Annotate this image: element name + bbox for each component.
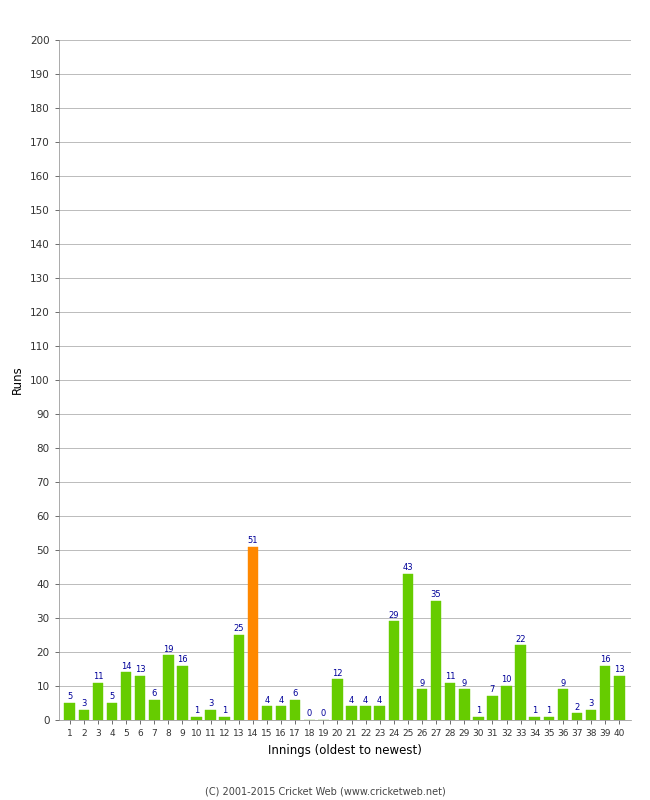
- Text: 9: 9: [462, 678, 467, 688]
- Bar: [614, 676, 625, 720]
- Text: 3: 3: [81, 699, 86, 708]
- Bar: [360, 706, 371, 720]
- Bar: [600, 666, 610, 720]
- Text: 3: 3: [208, 699, 213, 708]
- Text: 10: 10: [501, 675, 512, 684]
- Text: 43: 43: [402, 563, 413, 572]
- Text: 5: 5: [109, 692, 114, 702]
- Text: 16: 16: [600, 655, 610, 664]
- Text: 2: 2: [575, 702, 580, 711]
- Text: 7: 7: [489, 686, 495, 694]
- Bar: [233, 635, 244, 720]
- Text: 4: 4: [363, 696, 369, 705]
- Bar: [529, 717, 540, 720]
- Bar: [374, 706, 385, 720]
- Bar: [177, 666, 188, 720]
- Bar: [205, 710, 216, 720]
- Bar: [163, 655, 174, 720]
- Bar: [121, 672, 131, 720]
- Text: 4: 4: [278, 696, 284, 705]
- Bar: [501, 686, 512, 720]
- Bar: [558, 690, 568, 720]
- Bar: [107, 703, 117, 720]
- X-axis label: Innings (oldest to newest): Innings (oldest to newest): [268, 743, 421, 757]
- Text: 51: 51: [248, 536, 258, 545]
- Y-axis label: Runs: Runs: [11, 366, 24, 394]
- Bar: [402, 574, 413, 720]
- Text: 14: 14: [121, 662, 131, 670]
- Text: 19: 19: [163, 645, 174, 654]
- Bar: [473, 717, 484, 720]
- Bar: [543, 717, 554, 720]
- Text: 1: 1: [546, 706, 551, 715]
- Text: 4: 4: [349, 696, 354, 705]
- Text: 0: 0: [307, 710, 312, 718]
- Bar: [149, 699, 160, 720]
- Text: 4: 4: [377, 696, 382, 705]
- Bar: [135, 676, 146, 720]
- Text: 3: 3: [588, 699, 593, 708]
- Text: 11: 11: [93, 672, 103, 681]
- Text: 22: 22: [515, 634, 526, 643]
- Text: 9: 9: [419, 678, 424, 688]
- Bar: [572, 714, 582, 720]
- Bar: [191, 717, 202, 720]
- Bar: [445, 682, 456, 720]
- Bar: [389, 622, 399, 720]
- Text: 4: 4: [265, 696, 270, 705]
- Bar: [290, 699, 300, 720]
- Text: 6: 6: [151, 689, 157, 698]
- Text: 11: 11: [445, 672, 456, 681]
- Bar: [262, 706, 272, 720]
- Text: (C) 2001-2015 Cricket Web (www.cricketweb.net): (C) 2001-2015 Cricket Web (www.cricketwe…: [205, 786, 445, 796]
- Text: 13: 13: [135, 665, 146, 674]
- Bar: [586, 710, 596, 720]
- Text: 12: 12: [332, 669, 343, 678]
- Bar: [417, 690, 427, 720]
- Text: 16: 16: [177, 655, 188, 664]
- Bar: [64, 703, 75, 720]
- Text: 13: 13: [614, 665, 625, 674]
- Bar: [332, 679, 343, 720]
- Bar: [346, 706, 357, 720]
- Text: 1: 1: [222, 706, 227, 715]
- Text: 0: 0: [320, 710, 326, 718]
- Text: 5: 5: [67, 692, 72, 702]
- Bar: [431, 601, 441, 720]
- Bar: [487, 696, 498, 720]
- Text: 6: 6: [292, 689, 298, 698]
- Text: 35: 35: [431, 590, 441, 599]
- Text: 1: 1: [194, 706, 199, 715]
- Text: 9: 9: [560, 678, 566, 688]
- Text: 1: 1: [476, 706, 481, 715]
- Text: 25: 25: [233, 624, 244, 634]
- Bar: [515, 645, 526, 720]
- Bar: [79, 710, 89, 720]
- Text: 29: 29: [389, 610, 399, 620]
- Bar: [459, 690, 469, 720]
- Bar: [276, 706, 287, 720]
- Bar: [220, 717, 230, 720]
- Bar: [248, 546, 258, 720]
- Bar: [93, 682, 103, 720]
- Text: 1: 1: [532, 706, 538, 715]
